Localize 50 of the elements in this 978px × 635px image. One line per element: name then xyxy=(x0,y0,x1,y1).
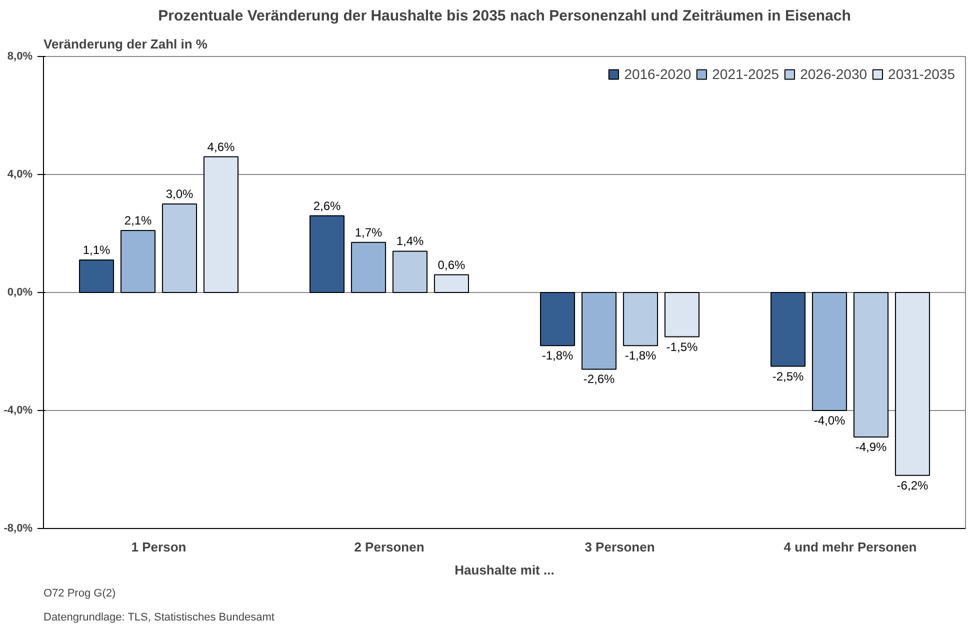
data-label: -1,8% xyxy=(542,348,574,363)
bar xyxy=(770,292,806,367)
legend-label: 2021-2025 xyxy=(712,66,780,82)
legend-label: 2026-2030 xyxy=(800,66,868,82)
bar xyxy=(853,292,889,438)
x-axis-title: Haushalte mit ... xyxy=(454,562,554,578)
data-label: -4,0% xyxy=(814,414,846,428)
y-tick-label: 0,0% xyxy=(7,286,33,298)
bar xyxy=(540,292,576,346)
bar xyxy=(664,292,700,338)
bar xyxy=(310,215,345,293)
bar xyxy=(581,292,617,370)
data-label: 2,6% xyxy=(313,198,342,213)
data-label: -4,9% xyxy=(855,440,887,454)
bar xyxy=(894,292,930,476)
data-label: 1,7% xyxy=(354,225,383,240)
bar xyxy=(162,204,198,293)
bar xyxy=(203,156,238,293)
y-tick-label: -4,0% xyxy=(4,404,33,416)
data-label: 1,4% xyxy=(396,234,424,248)
x-tick-label: 2 Personen xyxy=(354,540,424,554)
data-label: 2,1% xyxy=(124,214,152,228)
y-tick-label: 4,0% xyxy=(7,168,33,180)
y-tick-label: 8,0% xyxy=(7,50,33,62)
bar xyxy=(120,230,156,293)
y-axis-title: Veränderung der Zahl in % xyxy=(44,36,208,52)
chart-title: Prozentuale Veränderung der Haushalte bis 2035 nach Personenzahl und Zeiträumen in Eisenach xyxy=(158,8,851,24)
bar xyxy=(434,274,469,293)
bar xyxy=(79,260,114,293)
x-tick-label: 1 Person xyxy=(131,540,186,554)
text: Datengrundlage: TLS, Statistisches Bundesamt xyxy=(44,612,274,624)
text: O72 Prog G(2) xyxy=(44,588,116,600)
legend-label: 2016-2020 xyxy=(624,66,692,82)
y-tick-label: -8,0% xyxy=(4,522,33,534)
bar xyxy=(812,292,848,411)
legend-label: 2031-2035 xyxy=(888,66,955,82)
data-label: -6,2% xyxy=(896,478,928,492)
x-tick-label: 3 Personen xyxy=(584,540,655,554)
x-tick-label: 4 und mehr Personen xyxy=(784,540,917,554)
data-label: -2,6% xyxy=(583,372,616,386)
data-label: 3,0% xyxy=(166,187,194,201)
data-label: 1,1% xyxy=(82,243,111,258)
data-label: -1,5% xyxy=(666,340,698,354)
bar xyxy=(350,242,386,293)
bar xyxy=(622,292,658,346)
data-label: -1,8% xyxy=(624,348,656,363)
data-label: 4,6% xyxy=(207,140,235,154)
data-label: 0,6% xyxy=(438,258,466,272)
bar xyxy=(392,250,428,293)
data-label: -2,5% xyxy=(772,369,804,384)
